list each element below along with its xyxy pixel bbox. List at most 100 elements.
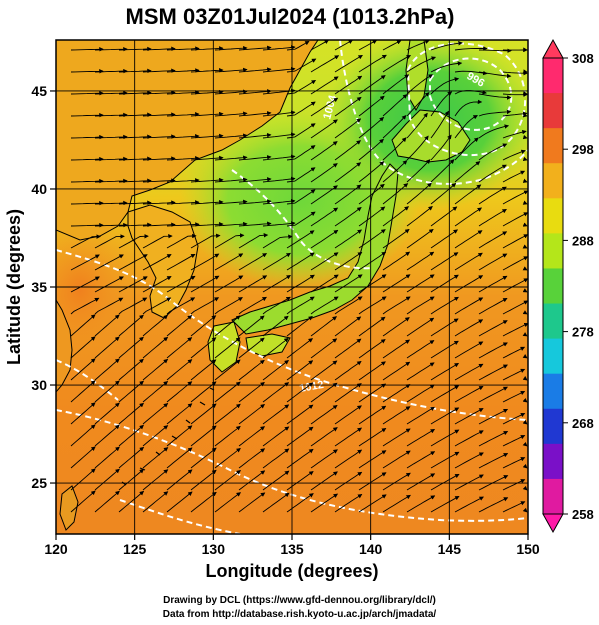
wind-streamline: [94, 178, 128, 184]
wind-streamline: [214, 275, 244, 293]
wind-streamline: [406, 406, 435, 425]
wind-streamline: [286, 360, 314, 381]
wind-streamline: [190, 275, 220, 293]
wind-streamline: [334, 162, 362, 183]
wind-streamline: [94, 314, 120, 337]
wind-streamline: [478, 209, 507, 227]
colorbar-cell: [543, 443, 563, 480]
wind-streamline: [382, 183, 409, 205]
colorbar-top-triangle: [542, 38, 564, 59]
wind-streamline: [286, 296, 315, 315]
wind-streamline: [382, 406, 411, 425]
wind-streamline: [358, 361, 386, 381]
wind-streamline: [310, 97, 339, 117]
wind-streamline: [454, 230, 483, 249]
wind-streamline: [238, 89, 272, 95]
wind-streamline: [454, 297, 484, 315]
wind-streamline: [262, 382, 290, 403]
wind-streamline: [166, 359, 193, 381]
wind-streamline: [238, 359, 265, 381]
wind-streamline: [262, 132, 296, 139]
wind-streamline: [118, 490, 145, 513]
x-tick-label: 120: [44, 541, 68, 557]
y-tick-label: 40: [31, 181, 47, 197]
wind-streamline: [262, 448, 290, 469]
wind-streamline: [454, 252, 483, 271]
wind-streamline: [214, 111, 248, 117]
wind-streamline: [262, 404, 290, 425]
wind-streamline: [502, 234, 528, 249]
wind-streamline: [454, 474, 484, 491]
wind-streamline: [238, 155, 272, 161]
wind-streamline: [382, 206, 409, 227]
y-tick-label: 30: [31, 377, 47, 393]
wind-streamline: [310, 427, 338, 447]
wind-streamline: [406, 384, 435, 403]
wind-streamline: [406, 296, 435, 315]
wind-streamline: [166, 275, 196, 293]
wind-streamline: [190, 315, 217, 337]
wind-streamline: [142, 222, 176, 227]
wind-streamline: [286, 404, 314, 425]
wind-streamline: [166, 156, 200, 161]
wind-streamline: [214, 199, 248, 205]
wind-streamline: [478, 298, 508, 315]
wind-streamline: [334, 118, 362, 139]
wind-streamline: [214, 233, 245, 249]
wind-streamline: [382, 251, 411, 271]
wind-streamline: [310, 274, 339, 293]
wind-streamline: [190, 469, 217, 491]
wind-streamline: [190, 337, 217, 359]
wind-streamline: [454, 137, 479, 161]
wind-streamline: [238, 404, 265, 425]
wind-streamline: [190, 199, 224, 205]
wind-streamline: [478, 408, 509, 425]
wind-streamline: [142, 46, 176, 52]
wind-streamline: [70, 358, 96, 381]
wind-streamline: [142, 403, 169, 425]
wind-streamline: [70, 234, 101, 249]
wind-streamline: [310, 338, 338, 359]
colorbar-cell: [543, 128, 563, 164]
wind-streamline: [430, 110, 449, 139]
wind-streamline: [214, 253, 244, 271]
wind-streamline: [406, 473, 436, 491]
wind-streamline: [310, 55, 340, 73]
colorbar-cell: [543, 163, 563, 199]
wind-streamline: [166, 253, 196, 271]
x-tick-label: 125: [123, 541, 147, 557]
wind-streamline: [454, 386, 484, 403]
wind-streamline: [478, 364, 508, 381]
wind-streamline: [358, 427, 387, 447]
wind-streamline: [430, 229, 459, 249]
wind-streamline: [334, 360, 362, 381]
wind-streamline: [334, 184, 362, 205]
wind-streamline: [70, 254, 100, 271]
wind-streamline: [142, 112, 176, 117]
wind-streamline: [166, 233, 197, 249]
wind-streamline: [502, 190, 528, 205]
wind-streamline: [70, 402, 96, 425]
wind-streamline: [262, 426, 290, 447]
wind-streamline: [190, 68, 224, 73]
wind-streamline: [430, 134, 452, 161]
wind-streamline: [166, 134, 200, 139]
wind-streamline: [334, 338, 362, 359]
wind-streamline: [382, 296, 411, 315]
wind-streamline: [454, 184, 482, 205]
wind-streamline: [286, 448, 314, 469]
plot-area: 996 1004 1012: [56, 40, 528, 534]
wind-streamline: [334, 207, 362, 227]
wind-streamline: [70, 134, 104, 140]
wind-streamline: [334, 449, 363, 469]
wind-streamline: [478, 386, 508, 403]
wind-streamline: [286, 315, 313, 337]
colorbar-tick-label: 288: [572, 233, 594, 248]
wind-streamline: [502, 390, 526, 403]
wind-streamline: [382, 317, 410, 337]
wind-streamline: [94, 234, 125, 249]
wind-streamline: [166, 469, 193, 491]
wind-streamline: [166, 222, 200, 227]
wind-streamline: [142, 336, 169, 359]
